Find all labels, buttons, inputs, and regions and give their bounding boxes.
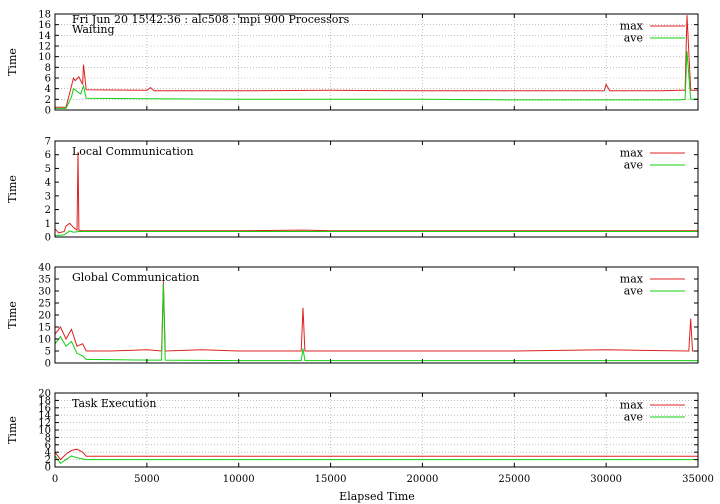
y-tick-label: 6 — [45, 440, 51, 451]
y-tick-label: 2 — [45, 95, 51, 106]
y-axis-label: Time — [6, 48, 19, 76]
y-tick-label: 6 — [45, 150, 51, 161]
x-tick-label: 10000 — [223, 474, 255, 485]
y-tick-label: 10 — [38, 426, 51, 437]
legend-label: ave — [624, 159, 643, 172]
y-tick-label: 14 — [38, 411, 51, 422]
plot-frame — [54, 140, 699, 238]
y-tick-label: 18 — [38, 396, 51, 407]
x-tick-label: 5000 — [134, 474, 159, 485]
y-tick-label: 4 — [45, 84, 51, 95]
y-tick-label: 8 — [45, 433, 51, 444]
y-tick-label: 15 — [38, 323, 51, 334]
legend-label: max — [620, 399, 644, 412]
series-line-ave — [54, 230, 698, 237]
y-tick-label: 14 — [38, 31, 51, 42]
series-line-max — [55, 15, 698, 108]
y-tick-label: 12 — [38, 42, 51, 53]
x-tick-label: 35000 — [682, 474, 714, 485]
y-tick-label: 35 — [38, 275, 51, 286]
y-tick-label: 0 — [45, 233, 51, 244]
y-tick-label: 0 — [45, 463, 51, 474]
series-line-ave — [54, 283, 698, 362]
legend-label: max — [620, 20, 644, 33]
y-tick-label: 30 — [38, 287, 51, 298]
series-line-ave — [54, 455, 698, 464]
x-tick-label: 15000 — [315, 474, 347, 485]
y-axis-label: Time — [6, 416, 19, 444]
y-tick-label: 5 — [45, 347, 51, 358]
panel-title: Waiting — [72, 23, 115, 36]
y-tick-label: 2 — [45, 205, 51, 216]
y-tick-label: 0 — [45, 106, 51, 117]
y-tick-label: 5 — [45, 164, 51, 175]
y-axis-label: Time — [6, 175, 19, 203]
y-tick-label: 20 — [38, 311, 51, 322]
series-line-max — [54, 448, 698, 461]
y-tick-label: 18 — [38, 10, 51, 21]
legend-label: max — [620, 273, 644, 286]
y-tick-label: 6 — [45, 74, 51, 85]
y-tick-label: 10 — [38, 335, 51, 346]
y-tick-label: 4 — [45, 448, 51, 459]
plot-frame — [54, 13, 699, 111]
x-tick-label: 20000 — [407, 474, 439, 485]
y-tick-label: 2 — [45, 455, 51, 466]
legend-label: ave — [624, 32, 643, 45]
y-axis-label: Time — [6, 301, 19, 329]
y-tick-label: 25 — [38, 299, 51, 310]
y-tick-label: 10 — [38, 52, 51, 63]
x-axis-label: Elapsed Time — [339, 490, 415, 503]
legend-label: ave — [624, 285, 643, 298]
y-tick-label: 8 — [45, 63, 51, 74]
series-line-ave — [55, 51, 698, 109]
x-tick-label: 25000 — [498, 474, 530, 485]
y-tick-label: 0 — [45, 359, 51, 370]
legend-label: ave — [624, 411, 643, 424]
y-tick-label: 1 — [45, 219, 51, 230]
x-tick-label: 0 — [52, 474, 58, 485]
y-tick-label: 40 — [38, 263, 51, 274]
legend-label: max — [620, 147, 644, 160]
series-line-max — [54, 281, 698, 352]
y-tick-label: 4 — [45, 178, 51, 189]
y-tick-label: 7 — [45, 137, 51, 148]
y-tick-label: 16 — [38, 20, 51, 31]
y-tick-label: 20 — [38, 389, 51, 400]
panel-title: Global Communication — [72, 271, 200, 284]
y-tick-label: 3 — [45, 191, 51, 202]
header-line: Fri Jun 20 15:42:36 : alc508 : mpi 900 P… — [72, 13, 350, 26]
y-tick-label: 16 — [38, 403, 51, 414]
panel-title: Local Communication — [72, 145, 194, 158]
x-tick-label: 30000 — [590, 474, 622, 485]
series-line-max — [54, 151, 698, 234]
panel-title: Task Execution — [72, 397, 156, 410]
y-tick-label: 12 — [38, 418, 51, 429]
